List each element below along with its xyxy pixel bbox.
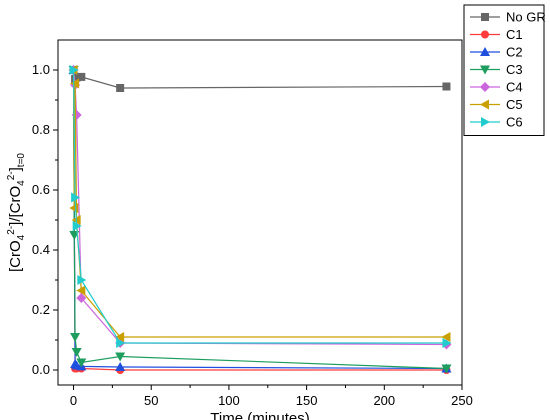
series-c3 [68,66,452,374]
y-tick-label: 0.0 [32,362,50,377]
y-axis-title: [CrO42-]/[CrO42-]t=0 [6,153,27,272]
y-tick-label: 1.0 [32,62,50,77]
legend-label-c1: C1 [506,27,523,42]
data-point-c6 [72,221,82,231]
series-line-c2 [72,69,447,370]
y-axis-title-sup-1: 2- [6,226,17,235]
legend-label-c4: C4 [506,80,523,95]
y-axis-title-sub-2: 4 [16,180,27,186]
legend-item-c2: C2 [470,45,523,60]
data-point-c3 [71,348,82,357]
plot-frame [57,39,463,386]
legend-label-c2: C2 [506,45,523,60]
x-tick-label: 150 [296,393,318,408]
y-tick-label: 0.2 [32,302,50,317]
data-point-c6 [71,192,81,203]
legend-item-no-gr: No GR [470,10,546,25]
y-tick-label: 0.8 [32,122,50,137]
series-no-gr [69,66,451,92]
legend-marker-c5 [480,99,489,110]
data-point-c5 [441,332,451,342]
series-line-no-gr [72,69,447,89]
y-axis-title-sup-2: 2- [6,171,17,180]
x-tick-label: 250 [451,393,473,408]
series-c5 [68,65,451,342]
series-layer [68,65,452,374]
series-c6 [69,65,452,348]
x-tick-label: 100 [218,393,240,408]
legend-label-c6: C6 [506,115,523,130]
legend-item-c1: C1 [470,27,523,42]
series-c4 [68,65,452,350]
legend-label-c5: C5 [506,97,523,112]
data-point-no-gr [77,72,86,81]
legend-marker-c6 [481,117,490,127]
data-point-no-gr [442,82,451,91]
series-line-c1 [72,69,447,371]
legend-label-c3: C3 [506,62,523,77]
series-c2 [68,65,452,373]
data-point-no-gr [72,73,81,82]
data-point-c3 [441,364,452,374]
x-tick-label: 50 [144,393,158,408]
legend-marker-c1 [481,30,489,39]
data-point-c6 [442,338,452,348]
y-axis-title-sub-3: t=0 [16,153,27,168]
legend-marker-c3 [480,65,490,75]
data-point-c6 [69,65,79,75]
series-line-c3 [72,69,447,370]
data-point-c6 [77,275,87,285]
data-point-c5 [70,78,80,89]
legend-marker-c2 [480,47,490,56]
data-point-c5 [76,285,86,296]
data-point-no-gr [116,84,125,92]
y-axis-title-suffix: ] [7,167,24,171]
x-tick-label: 0 [70,393,77,408]
data-point-c5 [115,332,125,342]
legend-label-no-gr: No GR [506,10,546,25]
legend-item-c5: C5 [470,97,523,112]
legend-marker-no-gr [481,13,489,21]
data-point-c6 [116,338,126,348]
y-tick-label: 0.4 [32,242,50,257]
y-axis-title-middle: ]/[CrO [7,186,24,226]
y-tick-label: 0.6 [32,182,50,197]
data-point-c3 [70,333,81,342]
y-axis: 0.0 0.2 0.4 0.6 0.8 1.0 [32,62,58,377]
data-point-c2 [115,362,126,371]
x-axis-title: Time (minutes) [210,410,309,420]
data-point-c3 [76,358,87,368]
data-point-c3 [115,352,126,362]
legend-marker-c4 [480,82,490,92]
legend: No GR C1 C2 C3 C4 C5 C6 [463,4,546,136]
series-c1 [69,66,451,374]
data-point-c4 [76,293,87,303]
x-axis: 0 50 100 150 200 250 [70,385,473,408]
y-axis-title-prefix: [CrO [7,240,24,272]
y-axis-title-sub-1: 4 [16,234,27,240]
legend-box [463,4,545,136]
series-line-c5 [72,69,447,338]
legend-item-c4: C4 [470,80,523,95]
series-line-c4 [72,69,447,346]
series-line-c6 [72,69,447,344]
legend-item-c6: C6 [470,115,523,130]
x-tick-label: 200 [373,393,395,408]
legend-item-c3: C3 [470,62,523,77]
